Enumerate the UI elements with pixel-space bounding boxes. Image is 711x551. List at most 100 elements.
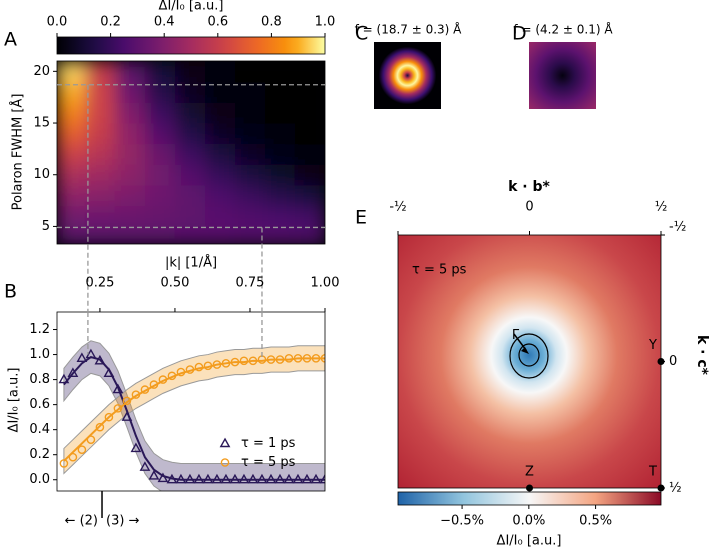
colorbar-tick-label: 0.0% — [512, 514, 545, 529]
heatmap-cell — [294, 226, 325, 244]
heatmap-cell — [204, 205, 236, 227]
y-tick-label: 1.2 — [29, 322, 50, 337]
heatmap-cell — [57, 226, 86, 244]
x-tick-label: 1.00 — [311, 276, 340, 291]
data-point — [283, 473, 295, 484]
data-point — [149, 380, 159, 389]
heatmap-cell — [294, 205, 325, 227]
data-point — [122, 396, 132, 406]
annotation: τ = 5 ps — [412, 263, 467, 278]
contour — [518, 343, 540, 367]
y-tick-label: -½ — [669, 220, 686, 235]
data-point — [229, 473, 241, 484]
heatmap-cell — [174, 164, 206, 186]
fit-line — [63, 357, 325, 462]
y-tick-label: 20 — [33, 64, 50, 79]
data-point — [238, 473, 250, 484]
data-point — [248, 356, 258, 366]
arrow-head — [521, 347, 529, 354]
colorbar-tick-label: 0.4 — [154, 15, 175, 30]
data-point — [85, 348, 97, 359]
data-point — [148, 470, 160, 480]
annotation: (3) → — [106, 514, 140, 529]
colorbar-tick-label: 0.0 — [47, 15, 68, 30]
data-point — [292, 473, 304, 484]
heatmap-cell — [264, 81, 296, 103]
heatmap-cell — [144, 143, 176, 165]
data-point — [176, 367, 186, 377]
data-point — [76, 352, 88, 363]
y-tick-label: 10 — [33, 167, 50, 182]
heatmap-cell — [294, 102, 325, 124]
image — [529, 42, 596, 109]
y-tick-label: 0.8 — [29, 372, 50, 387]
x-axis-label: k · b* — [508, 179, 550, 195]
data-point — [212, 360, 222, 369]
data-point — [158, 375, 168, 384]
heatmap-cell — [144, 81, 176, 103]
y-tick-label: 1.0 — [29, 347, 50, 362]
heatmap-cell — [264, 102, 296, 124]
heatmap-cell — [84, 164, 116, 186]
arrow — [513, 333, 527, 351]
heatmap-cell — [144, 164, 176, 186]
heatmap-cell — [264, 123, 296, 145]
colorbar-tick-label: 1.0 — [315, 15, 336, 30]
data-point — [247, 473, 259, 484]
heatmap-cell — [204, 102, 236, 124]
heatmap-cell — [294, 143, 325, 165]
data-point — [67, 367, 79, 378]
y-axis-label: k · c* — [694, 335, 710, 376]
heatmap — [57, 61, 325, 244]
heatmap-cell — [174, 205, 206, 227]
heatmap-cell — [84, 102, 116, 124]
data-point — [301, 473, 313, 484]
x-tick-label: 0 — [525, 200, 533, 215]
data-point — [175, 473, 187, 484]
heatmap-cell — [234, 226, 266, 244]
heatmap-cell — [144, 123, 176, 145]
y-tick-label: 0.6 — [29, 397, 50, 412]
colorbar — [56, 36, 326, 55]
colorbar-label: ΔI/I₀ [a.u.] — [159, 0, 224, 14]
data-point — [130, 442, 142, 453]
heatmap-cell — [294, 61, 325, 83]
image-title: f = (18.7 ± 0.3) Å — [355, 22, 463, 37]
heatmap-cell — [84, 123, 116, 145]
heatmap-cell — [264, 164, 296, 186]
data-point — [221, 359, 231, 368]
heatmap-cell — [84, 185, 116, 207]
heatmap-cell — [114, 185, 146, 207]
point-label: T — [648, 465, 657, 480]
heatmap-cell — [57, 81, 86, 103]
data-point — [104, 412, 114, 422]
x-tick-label: 0.75 — [235, 276, 264, 291]
heatmap-cell — [204, 164, 236, 186]
heatmap-cell — [234, 205, 266, 227]
data-point — [319, 473, 325, 484]
point — [657, 484, 665, 492]
heatmap-cell — [84, 226, 116, 244]
legend-label: τ = 1 ps — [241, 436, 296, 451]
colorbar-tick-label: −0.5% — [440, 514, 484, 529]
data-point — [265, 473, 277, 484]
data-point — [113, 404, 123, 413]
data-point — [59, 459, 69, 468]
annotation: ← (2) — [65, 514, 98, 529]
heatmap-cell — [174, 226, 206, 244]
heatmap-cell — [144, 185, 176, 207]
heatmap-cell — [84, 205, 116, 227]
colorbar-tick-label: 0.2 — [100, 15, 121, 30]
heatmap-cell — [174, 61, 206, 83]
data-point — [193, 473, 205, 484]
image-title: f = (4.2 ± 0.1) Å — [513, 22, 613, 37]
panel-label: A — [4, 29, 17, 51]
heatmap-cell — [57, 123, 86, 145]
data-point — [203, 361, 213, 371]
data-point — [202, 473, 214, 484]
frame — [56, 311, 326, 492]
image — [374, 42, 441, 109]
data-point — [95, 422, 105, 432]
data-point — [274, 473, 286, 484]
data-point — [211, 473, 223, 484]
